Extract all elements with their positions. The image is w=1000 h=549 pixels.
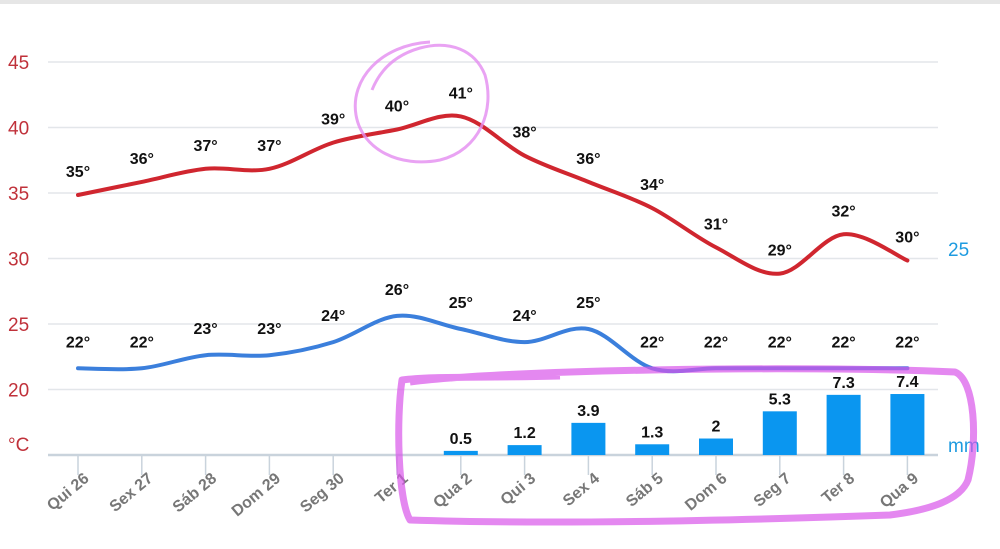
x-tick-label: Qui 3 <box>498 470 540 509</box>
precip-bar <box>890 394 925 455</box>
low-temp-label: 22° <box>640 334 664 351</box>
x-tick-label: Sáb 28 <box>170 470 221 516</box>
low-temp-label: 23° <box>257 321 281 338</box>
precip-label: 0.5 <box>450 431 472 448</box>
precip-bar <box>571 422 606 455</box>
y-unit-label: °C <box>8 435 29 456</box>
y-tick-label: 40 <box>8 119 29 140</box>
high-temp-label: 31° <box>704 216 728 233</box>
precip-label: 1.3 <box>641 424 663 441</box>
precip-label: 1.2 <box>513 425 535 442</box>
x-tick-label: Qua 2 <box>430 470 475 512</box>
x-tick-label: Seg 30 <box>297 470 348 516</box>
high-temp-label: 32° <box>831 203 855 220</box>
x-tick-label: Qua 9 <box>877 470 922 512</box>
low-temp-label: 22° <box>704 334 728 351</box>
annotation-box <box>395 365 978 526</box>
high-temp-label: 41° <box>449 85 473 102</box>
precip-label: 7.3 <box>832 375 854 392</box>
precip-label: 7.4 <box>896 374 918 391</box>
high-temp-label: 34° <box>640 177 664 194</box>
high-temp-line <box>76 113 910 276</box>
low-temp-label: 22° <box>831 334 855 351</box>
y-tick-label: 25 <box>8 315 29 336</box>
high-temp-label: 40° <box>385 99 409 116</box>
y-tick-label: 30 <box>8 250 29 271</box>
precip-bar <box>635 444 670 455</box>
precip-bar <box>507 445 542 455</box>
annotation-circle <box>353 40 490 164</box>
high-temp-label: 29° <box>768 243 792 260</box>
low-temp-label: 25° <box>576 295 600 312</box>
x-tick-label: Sex 4 <box>560 470 603 510</box>
x-tick-label: Sáb 5 <box>623 470 667 511</box>
high-temp-label: 38° <box>512 125 536 142</box>
high-temp-label: 39° <box>321 112 345 129</box>
precip-bar <box>762 411 797 455</box>
low-temp-label: 22° <box>768 334 792 351</box>
low-temp-label: 24° <box>512 308 536 325</box>
precip-bar <box>443 450 478 455</box>
precip-bar <box>826 394 861 455</box>
y-tick-label: 45 <box>8 53 29 74</box>
x-tick-label: Dom 29 <box>229 470 284 520</box>
high-temp-label: 37° <box>193 138 217 155</box>
x-tick-label: Sex 27 <box>107 470 157 516</box>
x-tick-label: Seg 7 <box>751 470 795 511</box>
precip-label: 3.9 <box>577 403 599 420</box>
precip-label: 5.3 <box>769 391 791 408</box>
high-temp-label: 35° <box>66 164 90 181</box>
low-temp-label: 22° <box>66 334 90 351</box>
high-temp-label: 36° <box>576 151 600 168</box>
low-temp-label: 26° <box>385 282 409 299</box>
top-border <box>0 0 1000 4</box>
precip-label: 2 <box>712 419 721 436</box>
low-temp-label: 23° <box>193 321 217 338</box>
low-temp-label: 24° <box>321 308 345 325</box>
x-tick-label: Dom 6 <box>682 470 730 515</box>
low-temp-label: 22° <box>895 334 919 351</box>
low-temp-label: 22° <box>130 334 154 351</box>
precip-bar <box>699 438 733 455</box>
high-temp-label: 37° <box>257 138 281 155</box>
y-tick-label: 20 <box>8 381 29 402</box>
y-right-tick-label: 25 <box>948 240 969 261</box>
low-temp-label: 25° <box>449 295 473 312</box>
y-tick-label: 35 <box>8 184 29 205</box>
high-temp-label: 30° <box>895 230 919 247</box>
x-tick-label: Qui 26 <box>44 470 92 515</box>
x-tick-label: Ter 8 <box>819 470 858 507</box>
high-temp-label: 36° <box>130 151 154 168</box>
